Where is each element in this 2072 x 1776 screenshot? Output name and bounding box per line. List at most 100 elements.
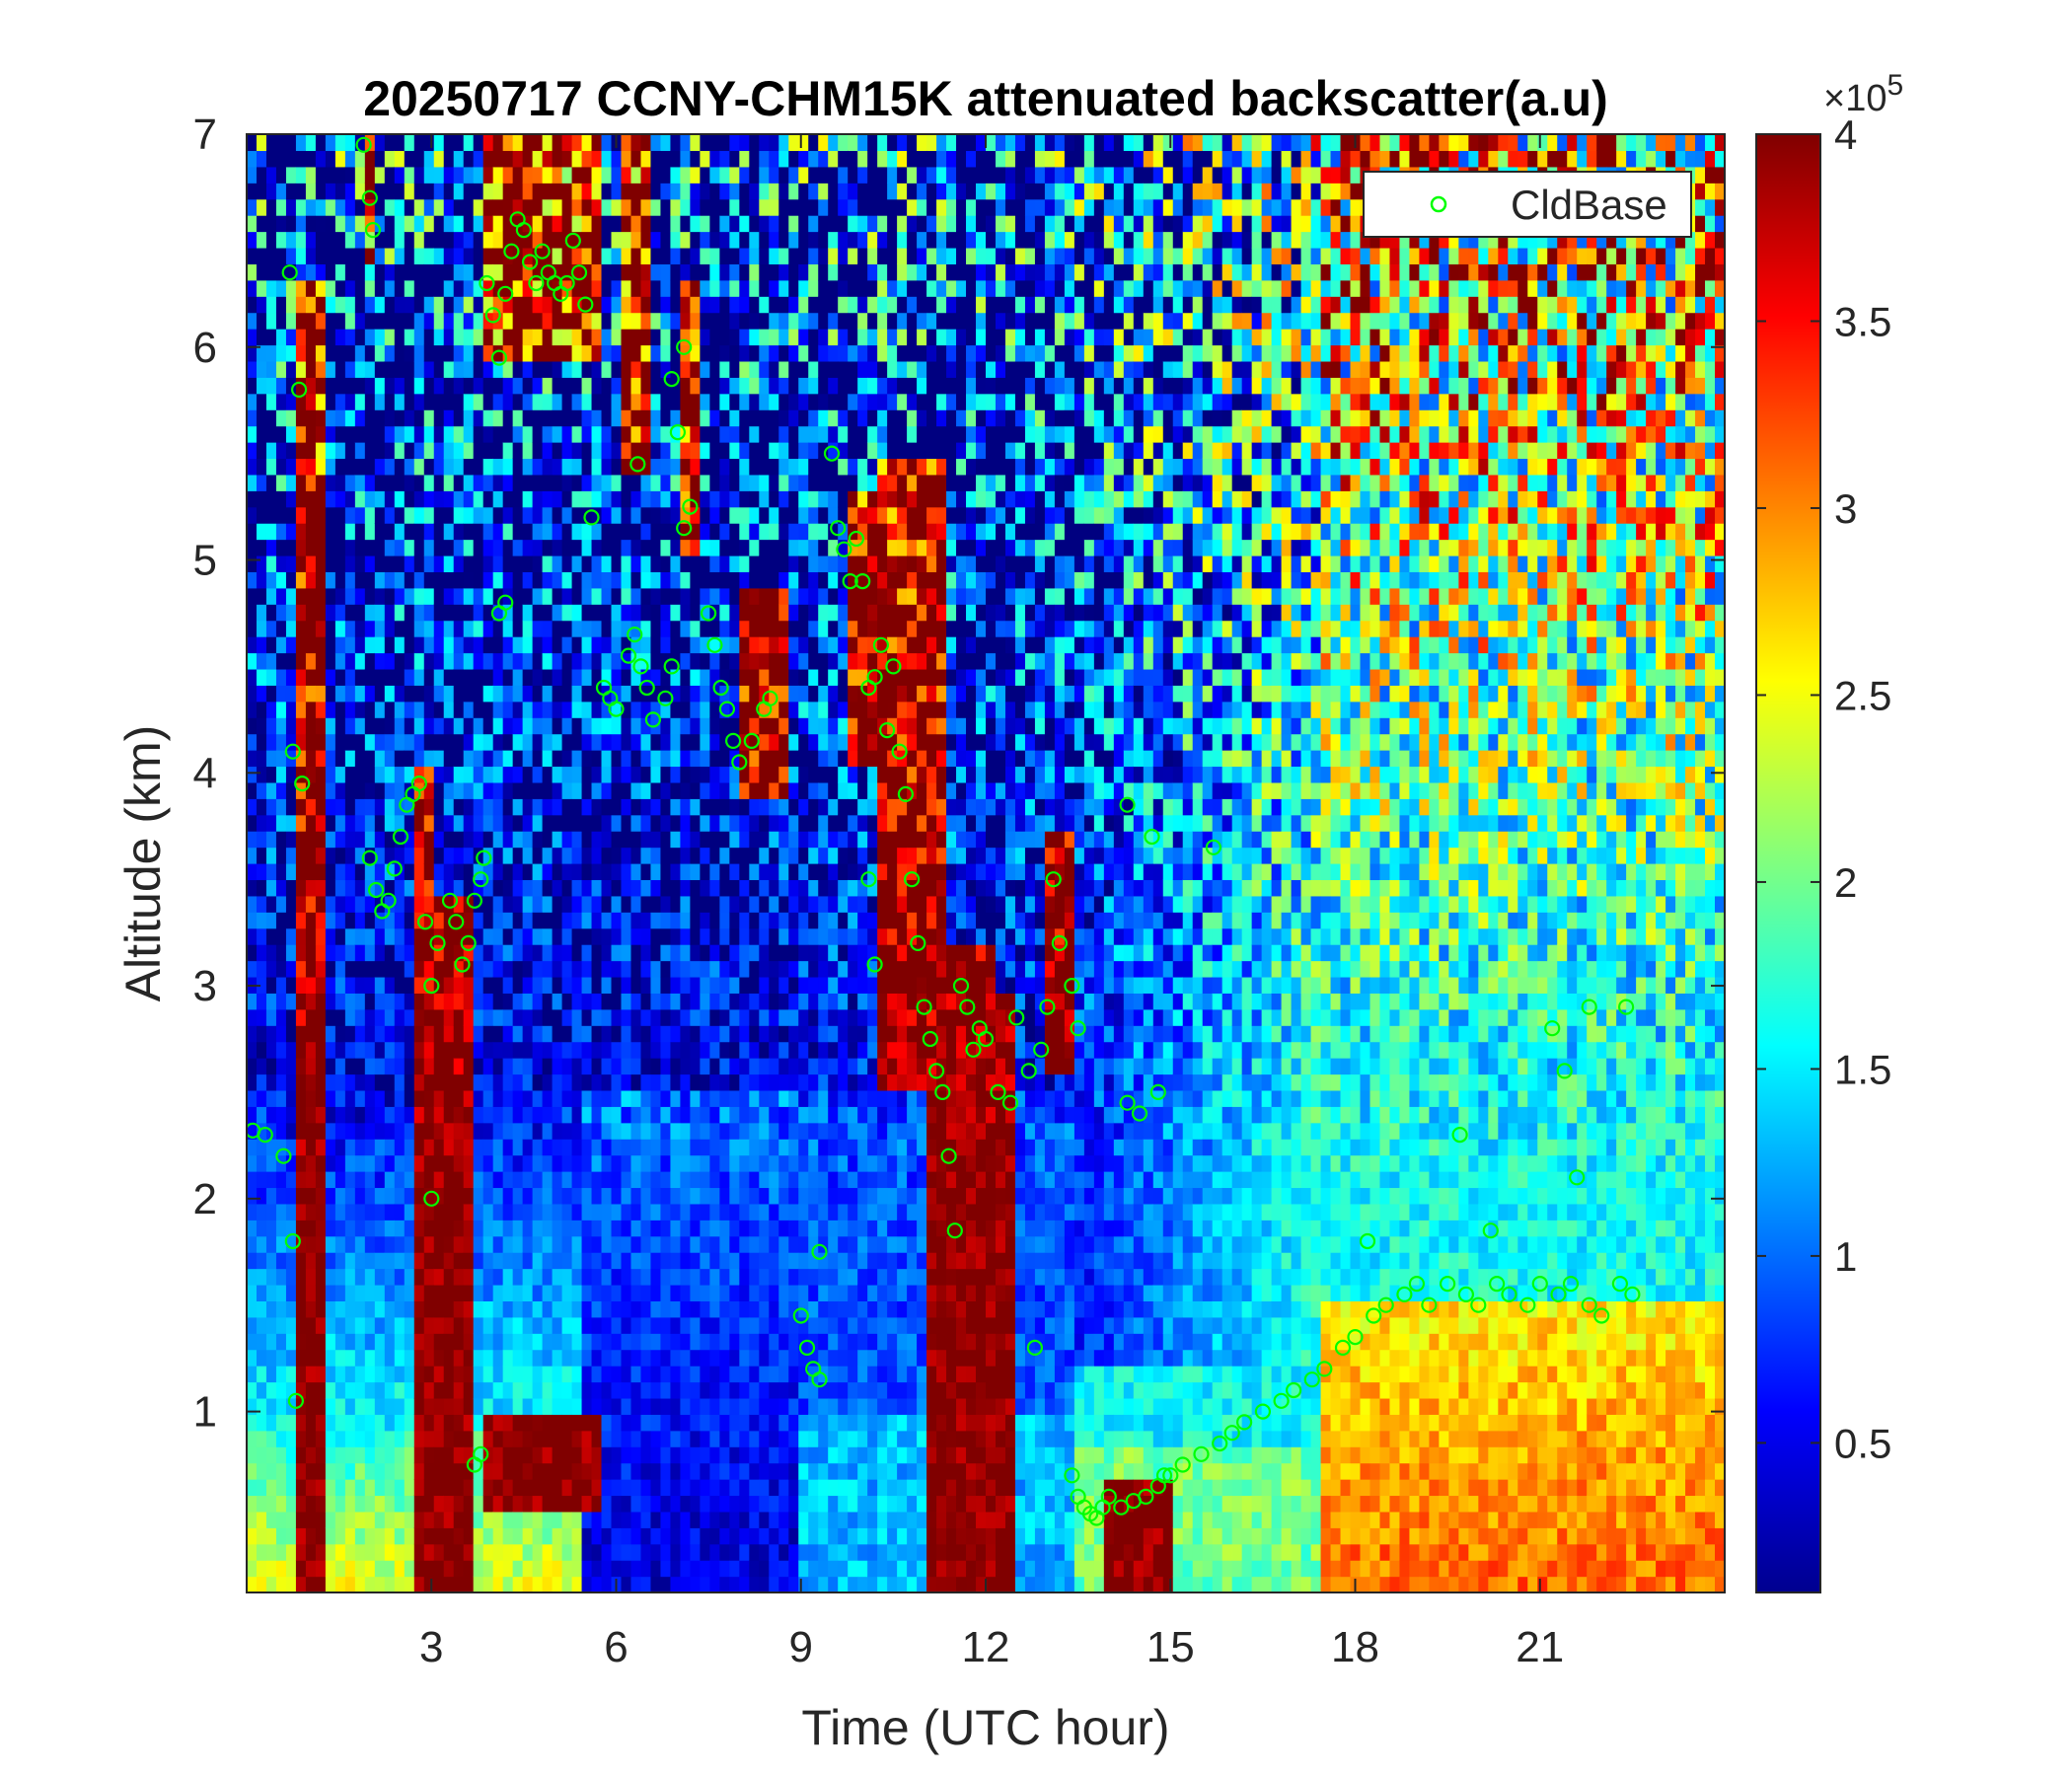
heatmap-cell xyxy=(443,879,455,897)
heatmap-cell xyxy=(492,523,504,541)
heatmap-cell xyxy=(561,425,573,443)
heatmap-cell xyxy=(571,1187,583,1205)
heatmap-cell xyxy=(275,1284,287,1301)
heatmap-cell xyxy=(759,750,770,768)
heatmap-cell xyxy=(453,555,465,572)
heatmap-cell xyxy=(630,1333,642,1351)
heatmap-cell xyxy=(749,1073,760,1091)
heatmap-cell xyxy=(384,1397,396,1415)
heatmap-cell xyxy=(769,312,779,330)
heatmap-cell xyxy=(581,1008,593,1026)
heatmap-cell xyxy=(354,1446,366,1464)
heatmap-cell xyxy=(463,1414,475,1432)
heatmap-cell xyxy=(621,1203,632,1221)
heatmap-cell xyxy=(640,183,652,200)
heatmap-cell xyxy=(552,863,563,881)
heatmap-cell xyxy=(769,652,779,670)
heatmap-cell xyxy=(769,1316,779,1334)
heatmap-cell xyxy=(601,604,613,622)
heatmap-cell xyxy=(680,1154,691,1172)
heatmap-cell xyxy=(315,198,327,216)
heatmap-cell xyxy=(334,279,346,297)
heatmap-cell xyxy=(285,263,297,281)
heatmap-cell xyxy=(788,1008,799,1026)
heatmap-cell xyxy=(413,571,425,589)
heatmap-cell xyxy=(709,1058,720,1075)
heatmap-cell xyxy=(660,798,672,816)
heatmap-cell xyxy=(453,944,465,962)
heatmap-cell xyxy=(690,1203,701,1221)
heatmap-cell xyxy=(700,781,710,799)
heatmap-cell xyxy=(778,993,789,1010)
heatmap-cell xyxy=(404,263,415,281)
heatmap-cell xyxy=(719,1560,730,1578)
heatmap-cell xyxy=(670,360,682,378)
heatmap-cell xyxy=(354,1495,366,1513)
heatmap-cell xyxy=(404,1397,415,1415)
heatmap-cell xyxy=(680,490,691,508)
heatmap-cell xyxy=(364,425,376,443)
heatmap-cell xyxy=(295,1446,307,1464)
heatmap-cell xyxy=(561,393,573,410)
heatmap-cell xyxy=(364,1349,376,1367)
heatmap-cell xyxy=(423,879,435,897)
heatmap-cell xyxy=(591,912,603,929)
heatmap-cell xyxy=(778,134,789,152)
heatmap-cell xyxy=(660,231,672,249)
heatmap-cell xyxy=(305,1203,317,1221)
heatmap-cell xyxy=(581,1171,593,1189)
heatmap-cell xyxy=(354,944,366,962)
heatmap-cell xyxy=(443,1220,455,1237)
heatmap-cell xyxy=(482,1543,494,1561)
heatmap-cell xyxy=(581,134,593,152)
heatmap-cell xyxy=(433,1495,445,1513)
heatmap-cell xyxy=(522,636,534,654)
heatmap-cell xyxy=(552,1187,563,1205)
heatmap-cell xyxy=(561,1397,573,1415)
heatmap-cell xyxy=(502,927,514,945)
heatmap-cell xyxy=(295,1252,307,1270)
heatmap-cell xyxy=(690,944,701,962)
heatmap-cell xyxy=(344,442,356,460)
heatmap-cell xyxy=(374,912,386,929)
heatmap-cell xyxy=(680,733,691,751)
heatmap-cell xyxy=(265,539,277,556)
heatmap-cell xyxy=(749,1560,760,1578)
heatmap-cell xyxy=(512,1235,524,1253)
heatmap-cell xyxy=(640,1154,652,1172)
heatmap-cell xyxy=(492,895,504,913)
heatmap-cell xyxy=(561,1495,573,1513)
heatmap-cell xyxy=(334,1058,346,1075)
heatmap-cell xyxy=(394,960,406,978)
heatmap-cell xyxy=(601,409,613,427)
heatmap-cell xyxy=(660,1414,672,1432)
heatmap-cell xyxy=(344,1154,356,1172)
heatmap-cell xyxy=(275,1268,287,1286)
heatmap-cell xyxy=(611,231,623,249)
heatmap-cell xyxy=(690,329,701,346)
heatmap-cell xyxy=(591,166,603,184)
heatmap-cell xyxy=(325,717,336,735)
heatmap-cell xyxy=(571,1560,583,1578)
heatmap-cell xyxy=(769,1511,779,1528)
heatmap-cell xyxy=(423,215,435,233)
heatmap-cell xyxy=(640,247,652,264)
heatmap-cell xyxy=(522,1349,534,1367)
heatmap-cell xyxy=(512,766,524,783)
heatmap-cell xyxy=(532,231,544,249)
heatmap-cell xyxy=(660,458,672,476)
heatmap-cell xyxy=(601,377,613,395)
heatmap-cell xyxy=(285,847,297,864)
heatmap-cell xyxy=(759,1058,770,1075)
heatmap-cell xyxy=(295,1008,307,1026)
heatmap-cell xyxy=(532,1414,544,1432)
heatmap-cell xyxy=(522,1073,534,1091)
heatmap-cell xyxy=(384,798,396,816)
heatmap-cell xyxy=(552,1316,563,1334)
heatmap-cell xyxy=(660,668,672,686)
heatmap-cell xyxy=(660,944,672,962)
heatmap-cell xyxy=(552,1008,563,1026)
heatmap-cell xyxy=(285,733,297,751)
heatmap-cell xyxy=(769,1366,779,1383)
heatmap-cell xyxy=(601,620,613,637)
